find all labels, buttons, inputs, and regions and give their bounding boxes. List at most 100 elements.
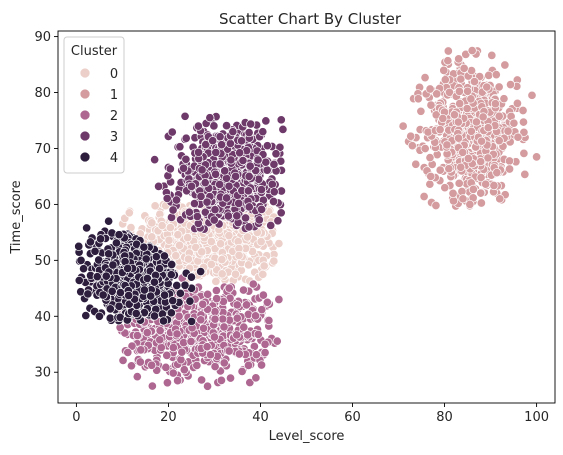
y-tick-label: 60: [34, 198, 51, 213]
scatter-point-cluster-0: [224, 231, 234, 241]
scatter-point-cluster-1: [500, 60, 510, 70]
scatter-point-cluster-4: [167, 259, 177, 270]
scatter-point-cluster-1: [416, 106, 426, 116]
legend-marker-cluster-2: [79, 109, 91, 121]
scatter-point-cluster-4: [83, 289, 93, 299]
scatter-point-cluster-2: [142, 328, 152, 338]
scatter-point-cluster-1: [425, 153, 435, 163]
scatter-point-cluster-1: [505, 80, 516, 90]
scatter-point-cluster-4: [146, 291, 156, 301]
scatter-point-cluster-2: [224, 283, 234, 293]
scatter-point-cluster-2: [168, 343, 178, 353]
scatter-point-cluster-4: [105, 304, 115, 314]
scatter-point-cluster-2: [135, 357, 145, 367]
scatter-point-cluster-1: [483, 153, 493, 163]
scatter-point-cluster-3: [180, 111, 190, 121]
scatter-point-cluster-3: [266, 220, 276, 230]
scatter-point-cluster-2: [234, 349, 244, 359]
scatter-point-cluster-1: [492, 168, 502, 178]
scatter-point-cluster-2: [147, 381, 157, 391]
scatter-point-cluster-1: [455, 99, 465, 109]
scatter-point-cluster-2: [211, 285, 221, 296]
scatter-point-cluster-1: [509, 118, 519, 128]
scatter-point-cluster-4: [160, 290, 170, 300]
scatter-point-cluster-1: [483, 123, 493, 133]
scatter-point-cluster-4: [196, 266, 206, 277]
scatter-point-cluster-2: [179, 338, 189, 348]
scatter-point-cluster-1: [456, 162, 466, 172]
scatter-point-cluster-4: [142, 273, 152, 284]
scatter-point-cluster-1: [487, 50, 497, 60]
scatter-point-cluster-2: [136, 345, 146, 355]
scatter-point-cluster-1: [469, 77, 480, 87]
scatter-point-cluster-1: [489, 180, 499, 191]
scatter-point-cluster-4: [74, 275, 84, 285]
scatter-point-cluster-1: [454, 133, 464, 143]
scatter-point-cluster-0: [211, 276, 221, 286]
scatter-point-cluster-1: [440, 183, 450, 193]
scatter-point-cluster-4: [81, 310, 91, 321]
scatter-point-cluster-1: [443, 56, 453, 66]
scatter-point-cluster-0: [217, 255, 227, 265]
scatter-point-cluster-1: [454, 178, 464, 188]
scatter-point-cluster-1: [398, 121, 408, 131]
scatter-point-cluster-3: [224, 181, 234, 191]
scatter-point-cluster-1: [425, 84, 435, 94]
scatter-point-cluster-2: [168, 368, 178, 378]
scatter-point-cluster-3: [197, 165, 207, 175]
scatter-point-cluster-4: [98, 290, 108, 300]
scatter-point-cluster-4: [85, 237, 96, 247]
scatter-point-cluster-3: [244, 202, 254, 212]
x-axis: 0 20 40 60 80 100: [72, 403, 549, 425]
scatter-point-cluster-1: [482, 82, 492, 92]
x-axis-label: Level_score: [269, 429, 345, 444]
scatter-point-cluster-3: [232, 211, 242, 221]
scatter-point-cluster-4: [131, 308, 141, 319]
scatter-point-cluster-4: [108, 260, 118, 270]
scatter-point-cluster-1: [458, 194, 468, 204]
scatter-point-cluster-2: [248, 279, 258, 289]
scatter-point-cluster-3: [171, 195, 182, 205]
scatter-point-cluster-3: [211, 169, 221, 179]
scatter-point-cluster-2: [161, 362, 171, 372]
scatter-point-cluster-2: [203, 289, 213, 299]
legend-label-cluster-1: 1: [110, 88, 118, 103]
scatter-point-cluster-2: [237, 366, 247, 376]
legend: Cluster 0 1 2 3 4: [63, 36, 125, 174]
scatter-point-cluster-4: [187, 316, 197, 326]
scatter-point-cluster-3: [261, 157, 271, 167]
scatter-point-cluster-3: [253, 155, 263, 165]
scatter-point-cluster-4: [92, 272, 102, 282]
scatter-point-cluster-3: [221, 173, 232, 183]
scatter-point-cluster-2: [274, 294, 284, 305]
scatter-point-cluster-4: [175, 288, 185, 298]
scatter-point-cluster-1: [465, 199, 475, 209]
scatter-point-cluster-3: [154, 181, 164, 191]
scatter-point-cluster-1: [463, 153, 473, 164]
scatter-point-cluster-1: [444, 164, 454, 174]
scatter-point-cluster-0: [234, 250, 244, 261]
scatter-point-cluster-3: [220, 166, 230, 176]
scatter-point-cluster-3: [276, 208, 286, 218]
scatter-point-cluster-0: [171, 251, 181, 261]
scatter-point-cluster-3: [181, 133, 191, 143]
scatter-point-cluster-1: [503, 126, 513, 136]
scatter-point-cluster-3: [217, 140, 227, 150]
legend-label-cluster-2: 2: [110, 109, 118, 124]
scatter-point-cluster-4: [74, 241, 84, 251]
scatter-point-cluster-3: [238, 156, 248, 166]
scatter-point-cluster-1: [466, 126, 476, 136]
scatter-point-cluster-1: [468, 184, 478, 194]
scatter-point-cluster-1: [512, 98, 522, 108]
scatter-point-cluster-3: [150, 155, 160, 165]
scatter-point-cluster-1: [532, 152, 542, 162]
scatter-point-cluster-3: [189, 199, 200, 209]
scatter-point-cluster-3: [241, 213, 251, 223]
scatter-point-cluster-0: [269, 256, 279, 266]
scatter-point-cluster-3: [244, 222, 254, 232]
scatter-point-cluster-0: [206, 259, 216, 269]
scatter-point-cluster-2: [176, 355, 186, 365]
scatter-point-cluster-1: [520, 169, 530, 179]
scatter-point-cluster-3: [261, 116, 271, 126]
scatter-point-cluster-4: [107, 286, 117, 296]
